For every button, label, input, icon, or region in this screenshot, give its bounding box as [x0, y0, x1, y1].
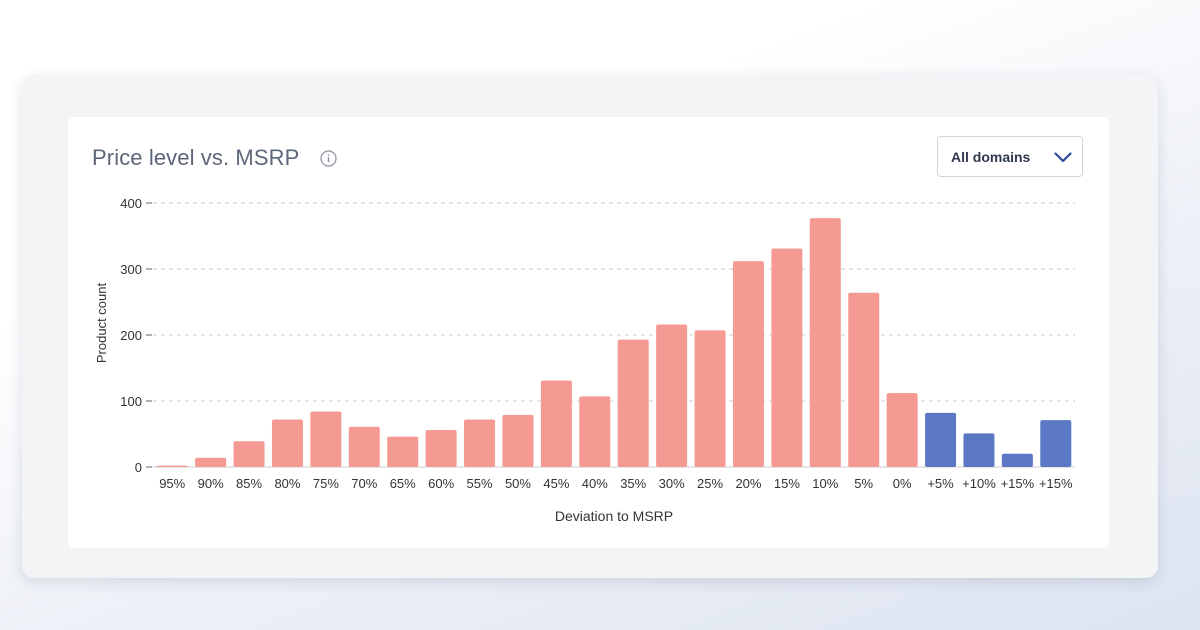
- bar-5%[interactable]: [848, 292, 880, 467]
- grid-lines: [153, 202, 1075, 468]
- x-tick-label: 70%: [351, 476, 377, 491]
- x-tick-label: 50%: [505, 476, 531, 491]
- bar-60%[interactable]: [425, 430, 457, 467]
- domain-filter-dropdown[interactable]: All domains: [937, 136, 1083, 177]
- bar-40%[interactable]: [579, 396, 611, 467]
- x-tick-label: 45%: [543, 476, 569, 491]
- bar-+15%[interactable]: [1040, 420, 1072, 467]
- x-tick-label: +15%: [1039, 476, 1073, 491]
- bar-80%[interactable]: [271, 419, 303, 467]
- outer-panel: Price level vs. MSRP All domains 0 100 200…: [22, 75, 1158, 578]
- bar-85%[interactable]: [233, 441, 265, 467]
- x-tick-label: 0%: [893, 476, 912, 491]
- bar-10%[interactable]: [809, 218, 841, 467]
- bar-90%[interactable]: [195, 457, 227, 467]
- x-tick-label: 80%: [274, 476, 300, 491]
- x-tick-label: 5%: [854, 476, 873, 491]
- bar-+5%[interactable]: [925, 412, 957, 467]
- bar-45%[interactable]: [540, 380, 572, 467]
- chart-card: Price level vs. MSRP All domains 0 100 200…: [68, 117, 1109, 548]
- x-tick-label: 75%: [313, 476, 339, 491]
- x-tick-label: 25%: [697, 476, 723, 491]
- bar-+15%[interactable]: [1001, 453, 1033, 467]
- bar-65%[interactable]: [387, 436, 419, 467]
- bar-0%[interactable]: [886, 393, 918, 467]
- domain-filter-value: All domains: [951, 149, 1031, 165]
- bar-35%[interactable]: [617, 339, 649, 467]
- x-tick-label: 60%: [428, 476, 454, 491]
- bar-70%[interactable]: [348, 426, 380, 467]
- bar-75%[interactable]: [310, 411, 342, 467]
- bar-95%[interactable]: [156, 465, 188, 467]
- y-axis: 0 100 200 300 400: [120, 196, 152, 475]
- x-tick-label: +10%: [962, 476, 996, 491]
- bar-55%[interactable]: [464, 419, 496, 467]
- x-tick-label: 10%: [812, 476, 838, 491]
- x-tick-label: 55%: [467, 476, 493, 491]
- x-tick-label: 20%: [735, 476, 761, 491]
- bar-15%[interactable]: [771, 248, 803, 467]
- x-tick-label: 40%: [582, 476, 608, 491]
- x-tick-label: 15%: [774, 476, 800, 491]
- bar-50%[interactable]: [502, 414, 534, 467]
- bar-30%[interactable]: [656, 324, 688, 467]
- x-tick-label: 90%: [198, 476, 224, 491]
- bars: [156, 218, 1072, 467]
- y-axis-title: Product count: [94, 283, 109, 364]
- x-tick-label: 35%: [620, 476, 646, 491]
- x-tick-label: 85%: [236, 476, 262, 491]
- x-axis-title: Deviation to MSRP: [555, 508, 673, 524]
- chart-title: Price level vs. MSRP: [92, 145, 300, 170]
- y-tick-label: 0: [135, 460, 142, 475]
- x-tick-label: 30%: [659, 476, 685, 491]
- info-icon[interactable]: [320, 150, 337, 167]
- x-tick-label: +5%: [927, 476, 954, 491]
- price-level-chart: 0 100 200 300 400 95% 90% 85% 80% 75% 70% 65% 60% 55…: [94, 196, 1075, 524]
- x-tick-label: 65%: [390, 476, 416, 491]
- bar-25%[interactable]: [694, 330, 726, 467]
- x-tick-label: +15%: [1001, 476, 1035, 491]
- chevron-down-icon: [1054, 152, 1072, 163]
- y-tick-label: 200: [120, 328, 142, 343]
- y-tick-label: 400: [120, 196, 142, 211]
- y-tick-label: 300: [120, 262, 142, 277]
- x-tick-label: 95%: [159, 476, 185, 491]
- x-axis: 95% 90% 85% 80% 75% 70% 65% 60% 55% 50% 45% 40% 35% 3…: [159, 476, 1073, 491]
- y-tick-label: 100: [120, 394, 142, 409]
- bar-+10%[interactable]: [963, 433, 995, 467]
- bar-20%[interactable]: [732, 261, 764, 467]
